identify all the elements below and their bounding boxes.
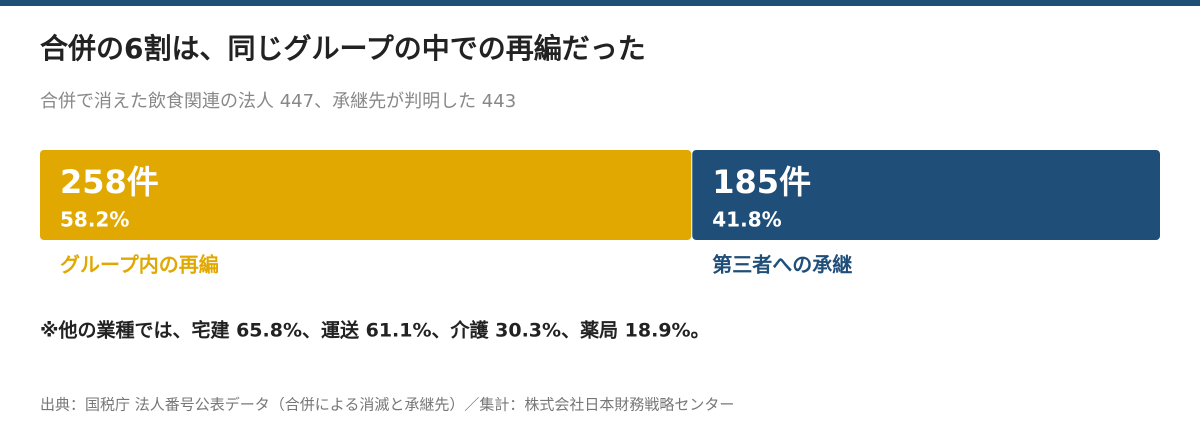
legend-label: 第三者への承継 [712, 253, 852, 277]
bar-segment [692, 150, 1160, 240]
source: 出典：国税庁 法人番号公表データ（合併による消滅と承継先）／集計：株式会社日本財… [40, 396, 734, 414]
legend-label: グループ内の再編 [60, 253, 219, 277]
percent-label: 41.8% [712, 208, 781, 232]
top-strip [0, 0, 1200, 6]
percent-label: 58.2% [60, 208, 129, 232]
value-label: 258件 [60, 163, 159, 201]
chart-subtitle: 合併で消えた飲食関連の法人 447、承継先が判明した 443 [40, 91, 516, 112]
chart-title: 合併の6割は、同じグループの中での再編だった [40, 32, 646, 65]
note: ※他の業種では、宅建 65.8%、運送 61.1%、介護 30.3%、薬局 18… [40, 319, 710, 342]
bar-segment [40, 150, 692, 240]
value-label: 185件 [712, 163, 811, 201]
